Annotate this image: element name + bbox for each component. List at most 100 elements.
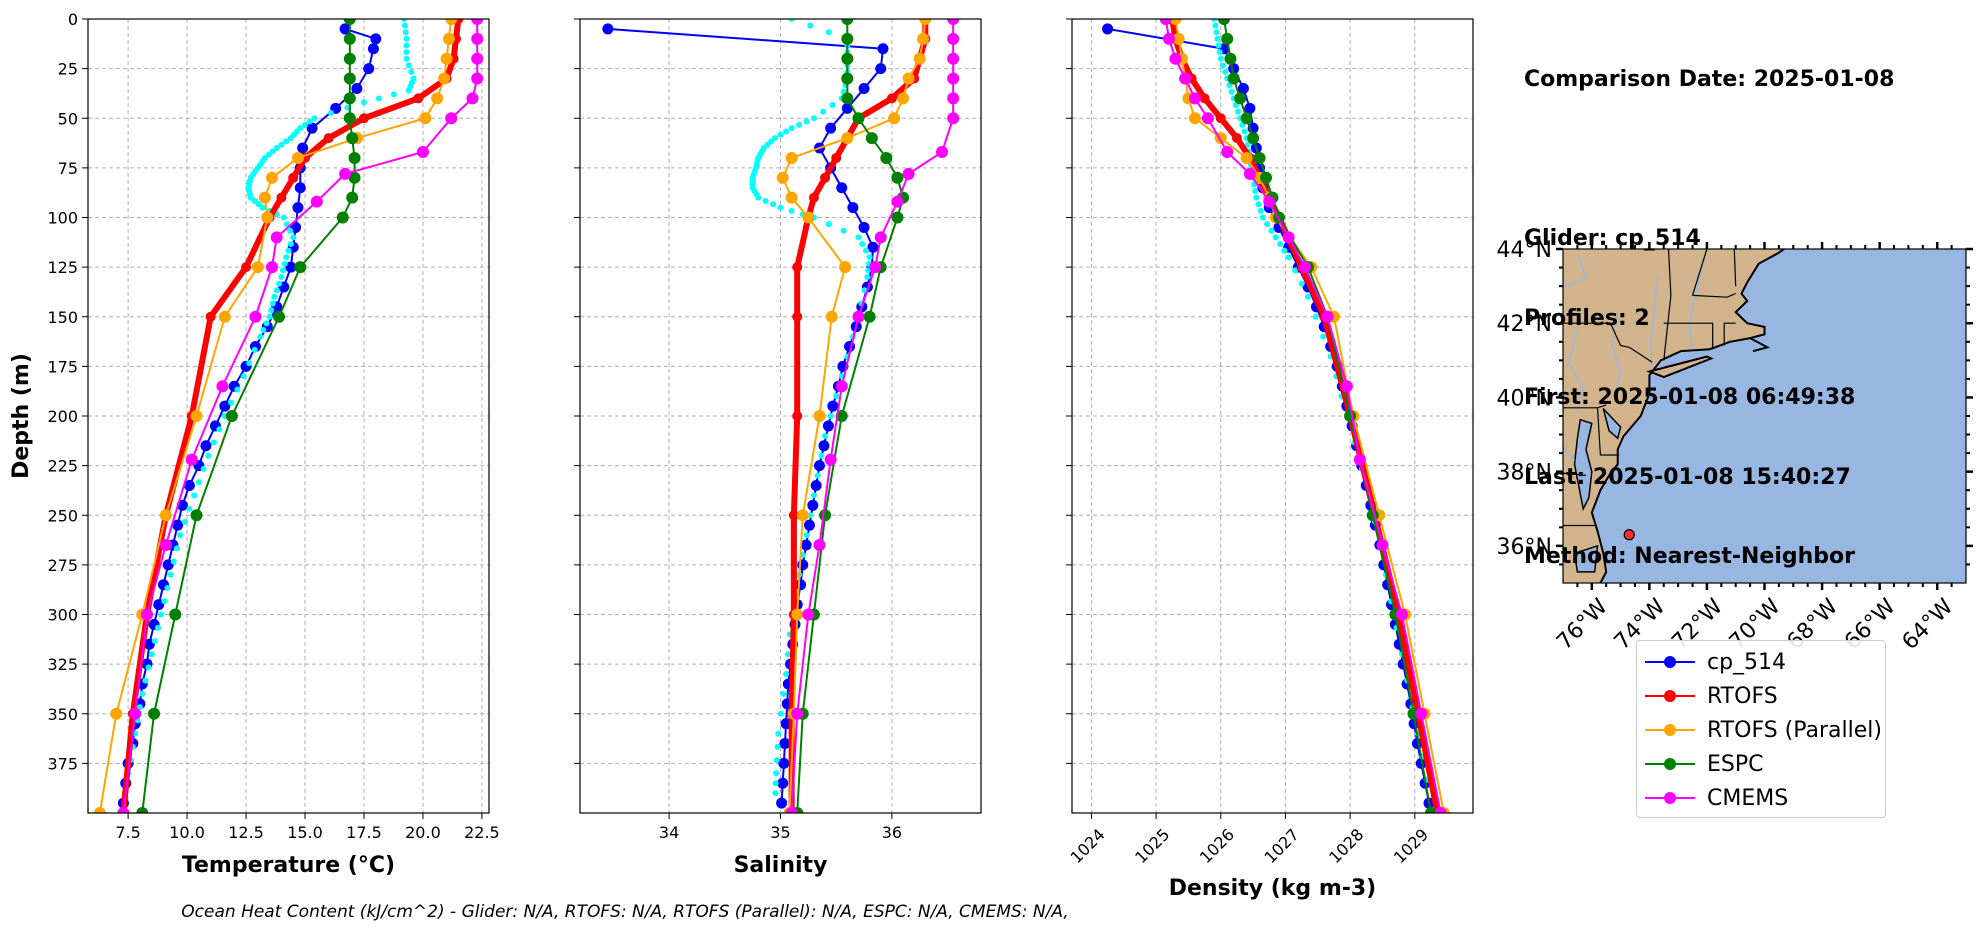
data-point [442, 32, 455, 45]
latitude-label: 38°N [1497, 461, 1552, 486]
data-point [818, 452, 825, 459]
data-point [348, 151, 361, 164]
data-point [216, 426, 223, 433]
y-axis-label: Depth (m) [9, 353, 34, 479]
data-point [869, 261, 882, 274]
x-tick-label: 10.0 [169, 823, 205, 842]
data-point [776, 797, 788, 809]
data-point [803, 118, 810, 125]
data-point [1259, 214, 1266, 221]
data-point [1228, 88, 1235, 95]
data-point [859, 240, 866, 247]
legend-marker [1664, 792, 1676, 804]
y-tick-label: 350 [47, 705, 78, 724]
data-point [788, 510, 799, 521]
data-point [360, 99, 367, 106]
data-point [874, 231, 887, 244]
data-point [829, 102, 836, 109]
y-tick-label: 300 [47, 606, 78, 625]
data-point [841, 52, 854, 65]
x-tick-label: 1026 [1196, 825, 1238, 867]
data-point [776, 171, 789, 184]
data-point [1292, 267, 1299, 274]
series-group [93, 19, 484, 813]
data-point [1376, 539, 1389, 552]
data-point [792, 411, 803, 421]
state-border [1723, 322, 1736, 346]
data-point [343, 52, 356, 65]
data-point [779, 738, 791, 750]
data-point [772, 780, 779, 787]
data-point [247, 194, 254, 201]
x-tick-label: 36 [882, 823, 902, 842]
method: Method: Nearest-Neighbor [1524, 544, 1855, 569]
data-point [1434, 807, 1447, 813]
state-border [1563, 322, 1630, 348]
data-point [148, 707, 161, 720]
x-tick-label: 35 [770, 823, 790, 842]
latitude-label: 42°N [1497, 312, 1552, 337]
x-tick-label: 1027 [1261, 825, 1303, 867]
data-point [1222, 68, 1229, 75]
data-point [1395, 608, 1408, 621]
data-point [770, 201, 777, 208]
data-point [278, 274, 285, 281]
x-axis-label: Temperature (°C) [182, 853, 395, 878]
data-point [835, 410, 848, 422]
comparison-date: Comparison Date: 2025-01-08 [1524, 67, 1895, 92]
data-point [888, 112, 901, 125]
data-point [403, 49, 410, 56]
data-point [249, 310, 262, 323]
data-point [810, 492, 817, 499]
data-point [847, 202, 859, 214]
first-time: First: 2025-01-08 06:49:38 [1524, 385, 1856, 410]
y-tick-label: 375 [47, 754, 78, 773]
data-point [266, 313, 273, 320]
data-point [285, 261, 297, 273]
data-point [917, 32, 930, 45]
data-point [835, 380, 848, 393]
data-point [852, 112, 865, 125]
data-point [1224, 52, 1237, 65]
state-border [1692, 292, 1736, 298]
glider-position-marker [1623, 529, 1635, 541]
data-point [807, 499, 819, 511]
data-point [173, 545, 180, 552]
data-point [145, 664, 152, 671]
state-border [1563, 472, 1587, 476]
data-point [269, 148, 276, 155]
data-point [1221, 145, 1234, 158]
data-point [273, 145, 280, 152]
legend-item: RTOFS (Parallel) [1637, 713, 1885, 747]
data-point [820, 172, 831, 183]
data-point [1298, 280, 1305, 287]
data-point [402, 29, 409, 36]
legend-marker [1664, 724, 1676, 736]
river [1563, 444, 1576, 461]
river [1650, 274, 1659, 368]
data-point [1264, 221, 1271, 228]
legend-item: ESPC [1637, 747, 1885, 781]
data-point [1235, 108, 1242, 115]
data-point [803, 519, 815, 531]
data-point [1201, 112, 1214, 125]
profile-panel: 0 25 50 75 100 125 150 175 200 225 250 275 300 325 350… [9, 10, 500, 878]
state-border [1663, 322, 1714, 350]
data-point [251, 261, 264, 274]
data-point [200, 440, 212, 452]
x-axis-label: Density (kg m-3) [1169, 876, 1377, 901]
data-point [258, 191, 271, 204]
data-point [813, 460, 825, 472]
data-point [129, 707, 142, 720]
data-point [419, 112, 432, 125]
data-point [825, 221, 832, 228]
data-point [403, 35, 410, 42]
data-point [172, 519, 184, 531]
legend-marker [1664, 656, 1676, 668]
data-point [891, 211, 904, 224]
y-tick-label: 0 [68, 10, 78, 29]
data-point [1415, 707, 1428, 720]
data-point [1247, 132, 1260, 145]
data-point [205, 452, 212, 459]
